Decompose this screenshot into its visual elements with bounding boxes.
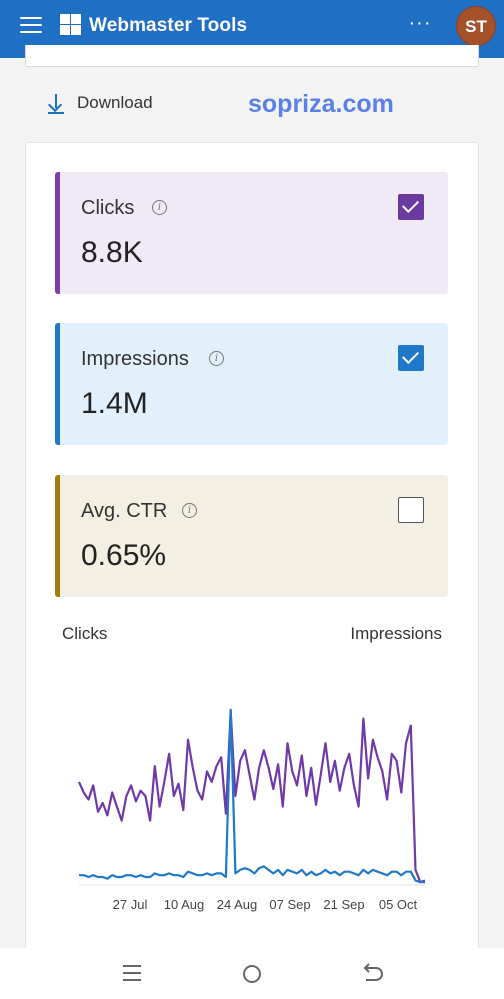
performance-line-chart[interactable]: 27 Jul 10 Aug 24 Aug 07 Sep 21 Sep 05 Oct (55, 650, 435, 920)
system-nav-bar (0, 948, 504, 999)
app-title: Webmaster Tools (89, 15, 248, 36)
chart-left-axis-label: Clicks (62, 624, 108, 643)
x-tick-label: 21 Sep (323, 897, 364, 912)
metric-card-avg-ctr[interactable]: Avg. CTR i 0.65% (55, 475, 448, 597)
x-tick-label: 05 Oct (379, 897, 418, 912)
metric-checkbox-impressions[interactable] (398, 345, 424, 371)
download-label: Download (77, 93, 153, 112)
metric-label: Impressions (81, 348, 189, 370)
metric-value: 0.65% (81, 539, 167, 572)
x-tick-label: 27 Jul (113, 897, 148, 912)
series-line-impressions (79, 708, 425, 884)
download-button[interactable]: Download (46, 90, 153, 116)
x-tick-label: 10 Aug (164, 897, 205, 912)
previous-card-edge (25, 45, 479, 67)
metric-accent-bar (55, 323, 60, 445)
home-icon[interactable] (238, 960, 266, 986)
metric-checkbox-clicks[interactable] (398, 194, 424, 220)
metric-card-impressions[interactable]: Impressions i 1.4M (55, 323, 448, 445)
metric-checkbox-avg-ctr[interactable] (398, 497, 424, 523)
metric-value: 1.4M (81, 387, 148, 420)
recents-icon[interactable] (118, 960, 146, 986)
chart-right-axis-label: Impressions (350, 624, 442, 643)
info-icon[interactable]: i (182, 503, 197, 518)
metric-label: Clicks (81, 197, 135, 219)
series-line-clicks (77, 710, 426, 884)
download-icon (46, 92, 66, 114)
metric-card-clicks[interactable]: Clicks i 8.8K (55, 172, 448, 294)
metric-accent-bar (55, 475, 60, 597)
more-options-button[interactable]: ··· (408, 12, 432, 34)
info-icon[interactable]: i (209, 351, 224, 366)
metric-value: 8.8K (81, 236, 143, 269)
info-icon[interactable]: i (152, 200, 167, 215)
avatar[interactable]: ST (456, 6, 496, 46)
x-tick-label: 07 Sep (269, 897, 310, 912)
metric-label: Avg. CTR (81, 500, 168, 522)
watermark: sopriza.com (248, 90, 394, 118)
x-tick-label: 24 Aug (217, 897, 258, 912)
hamburger-menu-icon[interactable] (20, 17, 42, 37)
metric-accent-bar (55, 172, 60, 294)
back-icon[interactable] (358, 960, 386, 986)
windows-logo-icon (60, 14, 81, 35)
